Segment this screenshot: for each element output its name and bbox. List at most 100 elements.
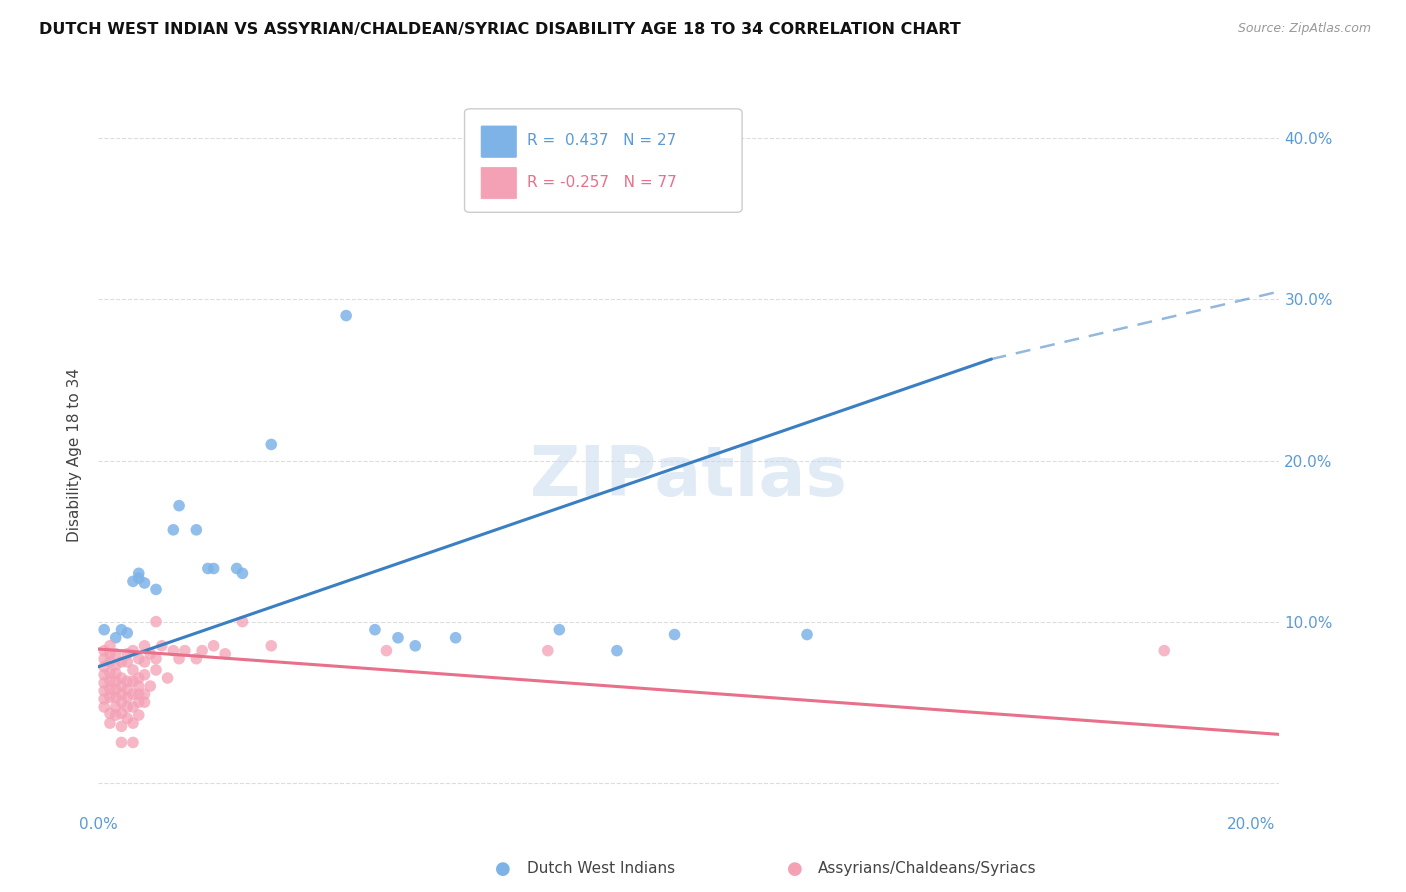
Point <box>110 695 132 709</box>
Point <box>139 679 162 693</box>
Point <box>387 631 409 645</box>
Point <box>162 643 184 657</box>
Point <box>98 655 121 669</box>
Point <box>93 643 115 657</box>
Point <box>93 668 115 682</box>
Point <box>128 687 150 701</box>
Point <box>98 716 121 731</box>
Point <box>150 639 173 653</box>
Point <box>104 674 127 689</box>
Point <box>796 627 818 641</box>
Point <box>98 666 121 681</box>
Point <box>93 651 115 665</box>
Point <box>122 643 145 657</box>
Point <box>93 684 115 698</box>
Point <box>122 735 145 749</box>
Point <box>231 615 253 629</box>
Point <box>364 623 387 637</box>
Point <box>225 561 247 575</box>
Point <box>375 643 398 657</box>
Point <box>202 561 225 575</box>
Point <box>104 658 127 673</box>
Point <box>214 647 236 661</box>
Point <box>115 647 138 661</box>
Point <box>110 719 132 733</box>
Point <box>98 639 121 653</box>
Point <box>231 566 253 581</box>
Point <box>104 682 127 697</box>
Point <box>98 706 121 721</box>
Point <box>167 651 190 665</box>
Point <box>186 523 208 537</box>
Text: R = -0.257   N = 77: R = -0.257 N = 77 <box>527 175 676 190</box>
Point <box>122 674 145 689</box>
Point <box>104 690 127 705</box>
Point <box>202 639 225 653</box>
Point <box>128 651 150 665</box>
Text: DUTCH WEST INDIAN VS ASSYRIAN/CHALDEAN/SYRIAC DISABILITY AGE 18 TO 34 CORRELATIO: DUTCH WEST INDIAN VS ASSYRIAN/CHALDEAN/S… <box>39 22 962 37</box>
Point <box>115 682 138 697</box>
Point <box>98 682 121 697</box>
Point <box>128 571 150 585</box>
Point <box>110 671 132 685</box>
Point <box>537 643 560 657</box>
FancyBboxPatch shape <box>464 109 742 212</box>
Point <box>606 643 628 657</box>
Text: Source: ZipAtlas.com: Source: ZipAtlas.com <box>1237 22 1371 36</box>
Text: Assyrians/Chaldeans/Syriacs: Assyrians/Chaldeans/Syriacs <box>818 862 1036 876</box>
Point <box>167 499 190 513</box>
Point <box>128 679 150 693</box>
Point <box>145 663 167 677</box>
Point <box>104 708 127 723</box>
Point <box>104 631 127 645</box>
Point <box>134 576 156 591</box>
Point <box>110 679 132 693</box>
Point <box>139 647 162 661</box>
Point <box>98 690 121 705</box>
Point <box>128 708 150 723</box>
Point <box>115 711 138 725</box>
Point <box>134 668 156 682</box>
Point <box>404 639 426 653</box>
Point <box>115 674 138 689</box>
Text: Dutch West Indians: Dutch West Indians <box>527 862 675 876</box>
Point <box>162 523 184 537</box>
Point <box>260 437 283 451</box>
Point <box>122 700 145 714</box>
Point <box>128 695 150 709</box>
Point <box>110 687 132 701</box>
Point <box>1153 643 1175 657</box>
Text: R =  0.437   N = 27: R = 0.437 N = 27 <box>527 134 676 148</box>
Point <box>115 626 138 640</box>
Point <box>115 700 138 714</box>
Point <box>115 655 138 669</box>
Point <box>134 687 156 701</box>
Point <box>128 566 150 581</box>
Point <box>156 671 179 685</box>
Point <box>191 643 214 657</box>
Point <box>93 700 115 714</box>
Point <box>122 716 145 731</box>
Y-axis label: Disability Age 18 to 34: Disability Age 18 to 34 <box>67 368 83 542</box>
Point <box>134 655 156 669</box>
Point <box>186 651 208 665</box>
Text: ●: ● <box>495 860 512 878</box>
Point <box>104 647 127 661</box>
Point <box>104 666 127 681</box>
Point <box>98 674 121 689</box>
Point <box>145 651 167 665</box>
Point <box>93 623 115 637</box>
Point <box>122 687 145 701</box>
Point <box>134 639 156 653</box>
Point <box>128 671 150 685</box>
Point <box>122 663 145 677</box>
Point <box>260 639 283 653</box>
Point <box>122 574 145 589</box>
Point <box>145 582 167 597</box>
Point <box>173 643 195 657</box>
Point <box>145 615 167 629</box>
FancyBboxPatch shape <box>481 126 516 157</box>
Text: ZIPatlas: ZIPatlas <box>530 442 848 510</box>
Point <box>197 561 219 575</box>
Point <box>93 676 115 690</box>
